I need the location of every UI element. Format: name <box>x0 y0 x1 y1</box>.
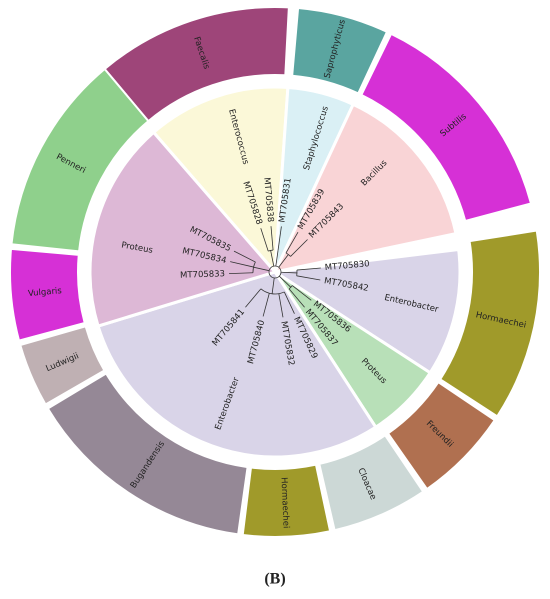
tree-branch <box>271 277 275 294</box>
tree-branch <box>260 228 269 252</box>
genus-sector <box>272 102 458 275</box>
species-segment <box>9 247 86 342</box>
species-segment <box>241 463 332 538</box>
tree-branch <box>270 226 274 251</box>
species-label: Vulgaris <box>28 286 63 299</box>
tree-branch <box>253 266 270 272</box>
tree-branch <box>280 271 297 274</box>
genus-sector <box>88 130 278 328</box>
tree-branch <box>288 288 305 308</box>
tree-arc <box>268 249 274 252</box>
tree-branch <box>230 261 254 268</box>
tree-branch <box>275 250 279 267</box>
species-segment <box>19 325 106 406</box>
species-segment <box>318 433 425 532</box>
tree-branch <box>296 275 321 281</box>
leaf-label: MT705830 <box>324 259 370 273</box>
leaf-label: MT705838 <box>261 177 275 223</box>
tree-branch <box>279 275 292 288</box>
genus-sector <box>96 270 378 459</box>
leaf-label: MT705833 <box>180 269 225 281</box>
tree-branch <box>296 267 321 271</box>
genus-sector <box>151 85 290 276</box>
species-segment <box>103 6 290 123</box>
tree-branch <box>278 293 284 318</box>
tree-branch <box>285 231 299 254</box>
tree-branch <box>233 250 256 263</box>
tree-branch <box>270 250 275 267</box>
caption: (B) <box>264 571 285 588</box>
tree-root <box>268 265 282 279</box>
species-segment <box>46 372 249 536</box>
tree-branch <box>262 293 270 317</box>
sector-ring <box>86 83 464 461</box>
tree-arc <box>260 288 285 295</box>
tree-branch <box>277 226 282 251</box>
species-segment <box>438 229 541 418</box>
tree-branch <box>292 285 312 301</box>
tree-branch <box>245 288 262 308</box>
species-segment <box>291 6 389 95</box>
species-segment <box>386 380 497 491</box>
species-label: Hormaechei <box>278 477 290 529</box>
tree-branch <box>290 239 308 257</box>
tree-branch <box>229 272 254 275</box>
species-segment <box>360 32 533 223</box>
species-segment <box>10 67 150 253</box>
genus-sector <box>270 247 462 375</box>
tree-branch <box>283 291 295 314</box>
tree-branch <box>278 254 289 268</box>
